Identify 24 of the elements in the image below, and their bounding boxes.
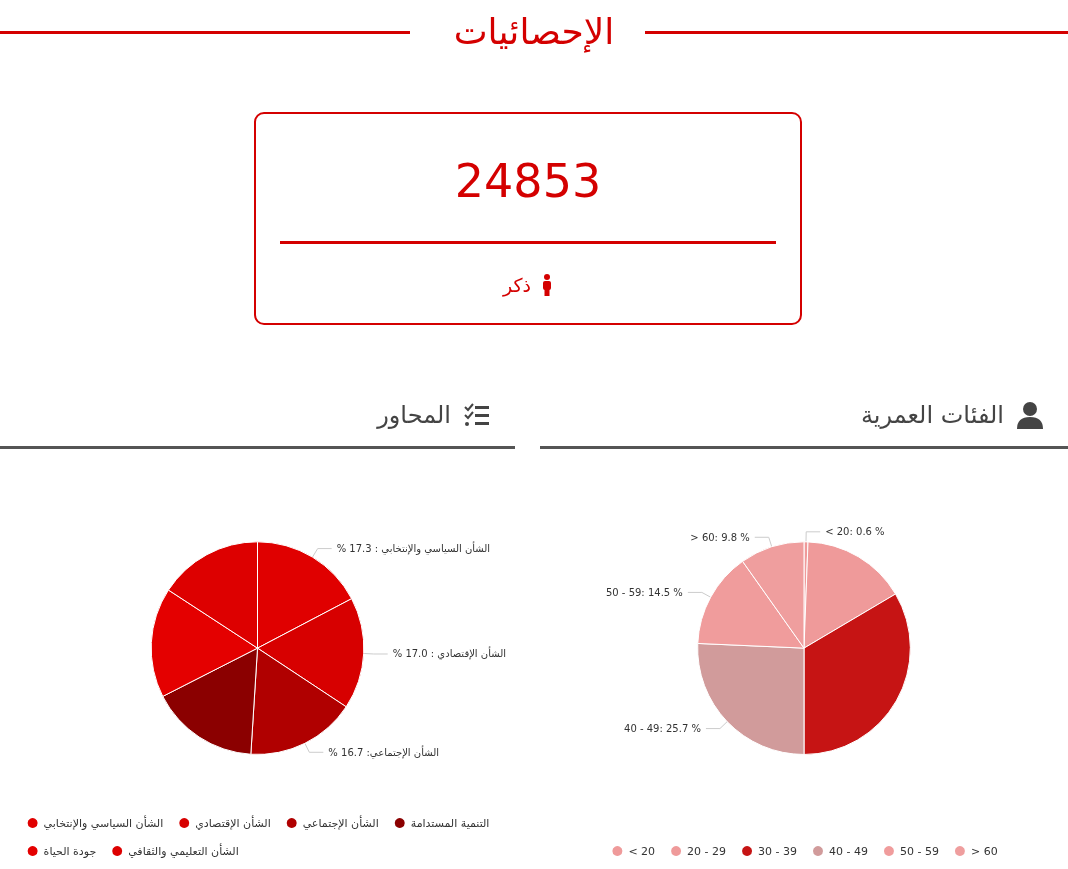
chart-title: المحاور	[377, 401, 451, 429]
legend-label: الشأن الإقتصادي	[195, 814, 271, 830]
text: 24853	[453, 154, 603, 208]
legend-label: 30 - 39	[758, 844, 798, 858]
data-label: < 20: 0.6 %	[825, 526, 885, 538]
legend-label: 50 - 59	[899, 844, 939, 858]
text: ذكر	[503, 273, 531, 296]
legend-label: الشأن التعليمي والثقافي	[128, 842, 239, 858]
data-label: 40 - 49: 25.7 %	[624, 723, 701, 735]
legend-label: الشأن الإجتماعي	[302, 814, 379, 830]
data-label: % الشأن الإقتصادي : 17.0	[392, 646, 506, 661]
text: الإحصائيات	[452, 10, 616, 55]
data-label: % الشأن الإجتماعي: 16.7	[328, 744, 439, 759]
legend-label: > 60	[970, 844, 998, 858]
chart-title: الفئات العمرية	[860, 401, 1004, 429]
legend-label: < 20	[628, 844, 656, 858]
legend-label: جودة الحياة	[43, 844, 97, 858]
legend-label: الشأن السياسي والإنتخابي	[43, 814, 164, 830]
legend-label: التنمية المستدامة	[410, 816, 490, 830]
data-label: 50 - 59: 14.5 %	[605, 586, 683, 598]
data-label: > 60: 9.8 %	[690, 531, 750, 543]
legend-label: 40 - 49	[829, 844, 868, 858]
legend-label: 20 - 29	[687, 844, 727, 858]
data-label: % الشأن السياسي والإنتخابي : 17.3	[336, 541, 491, 556]
